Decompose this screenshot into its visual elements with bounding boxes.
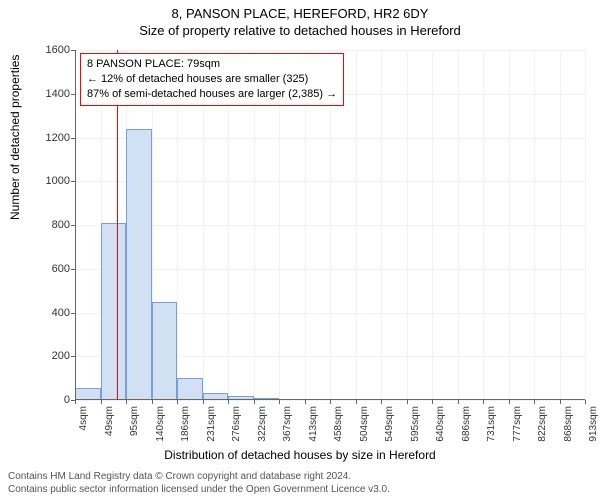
x-tick-label: 367sqm (282, 406, 293, 442)
grid-line-v (534, 50, 535, 400)
x-tick-label: 777sqm (512, 406, 523, 442)
grid-line-v (356, 50, 357, 400)
infobox-line1: 8 PANSON PLACE: 79sqm (87, 57, 337, 72)
x-tick-label: 186sqm (180, 406, 191, 442)
grid-line-v (509, 50, 510, 400)
x-tick-label: 4sqm (78, 406, 89, 430)
y-tick-label: 1200 (46, 132, 70, 144)
y-tick-label: 200 (52, 350, 70, 362)
grid-line-v (560, 50, 561, 400)
x-tick-label: 322sqm (257, 406, 268, 442)
histogram-bar (177, 378, 203, 400)
footer-line1: Contains HM Land Registry data © Crown c… (8, 470, 592, 483)
grid-line-v (432, 50, 433, 400)
x-tick-label: 140sqm (155, 406, 166, 442)
x-tick-label: 640sqm (435, 406, 446, 442)
histogram-bar (152, 302, 178, 400)
x-tick-label: 731sqm (486, 406, 497, 442)
x-tick-label: 458sqm (333, 406, 344, 442)
x-tick-label: 95sqm (129, 406, 140, 436)
x-tick-label: 276sqm (231, 406, 242, 442)
grid-line-v (483, 50, 484, 400)
histogram-bar (101, 223, 127, 400)
x-tick-label: 49sqm (104, 406, 115, 436)
infobox-line2: ← 12% of detached houses are smaller (32… (87, 72, 337, 87)
y-tick-label: 1600 (46, 44, 70, 56)
y-tick-label: 1400 (46, 88, 70, 100)
x-tick-label: 822sqm (537, 406, 548, 442)
x-tick-label: 868sqm (563, 406, 574, 442)
main-title: 8, PANSON PLACE, HEREFORD, HR2 6DY (0, 0, 600, 21)
y-tick-label: 800 (52, 219, 70, 231)
y-tick-label: 600 (52, 263, 70, 275)
y-tick-label: 0 (64, 394, 70, 406)
footer-attribution: Contains HM Land Registry data © Crown c… (8, 470, 592, 496)
y-axis-label: Number of detached properties (8, 55, 22, 220)
grid-line-v (585, 50, 586, 400)
y-tick-label: 1000 (46, 175, 70, 187)
x-tick-label: 595sqm (410, 406, 421, 442)
infobox-line3: 87% of semi-detached houses are larger (… (87, 87, 337, 102)
x-axis-label: Distribution of detached houses by size … (0, 448, 600, 462)
x-tick-label: 413sqm (308, 406, 319, 442)
info-box: 8 PANSON PLACE: 79sqm ← 12% of detached … (80, 53, 344, 106)
grid-line-v (381, 50, 382, 400)
x-tick-label: 231sqm (206, 406, 217, 442)
x-tick-label: 686sqm (461, 406, 472, 442)
histogram-bar (126, 129, 152, 400)
sub-title: Size of property relative to detached ho… (0, 21, 600, 38)
grid-line-v (407, 50, 408, 400)
x-tick-label: 549sqm (384, 406, 395, 442)
x-tick-label: 504sqm (359, 406, 370, 442)
grid-line-v (458, 50, 459, 400)
y-tick-label: 400 (52, 307, 70, 319)
footer-line2: Contains public sector information licen… (8, 483, 592, 496)
x-tick-label: 913sqm (588, 406, 599, 442)
